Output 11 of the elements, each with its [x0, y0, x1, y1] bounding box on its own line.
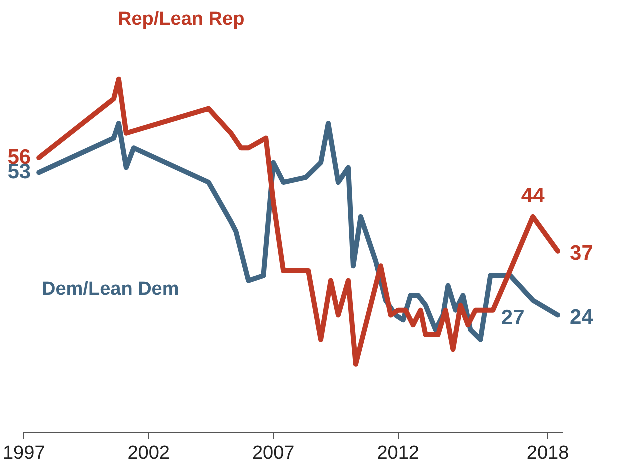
x-tick-label: 2007	[252, 442, 295, 464]
data-label: 27	[501, 306, 525, 330]
text: Rep/Lean Rep	[118, 9, 245, 30]
data-label: 24	[570, 306, 594, 330]
x-tick-label: 2018	[526, 442, 570, 464]
text: Dem/Lean Dem	[42, 279, 180, 300]
x-tick-label: 1997	[2, 442, 46, 464]
data-label: 37	[570, 242, 594, 266]
x-tick-label: 2002	[128, 442, 170, 464]
x-tick-label: 2012	[377, 442, 420, 464]
data-label: 44	[521, 184, 546, 208]
